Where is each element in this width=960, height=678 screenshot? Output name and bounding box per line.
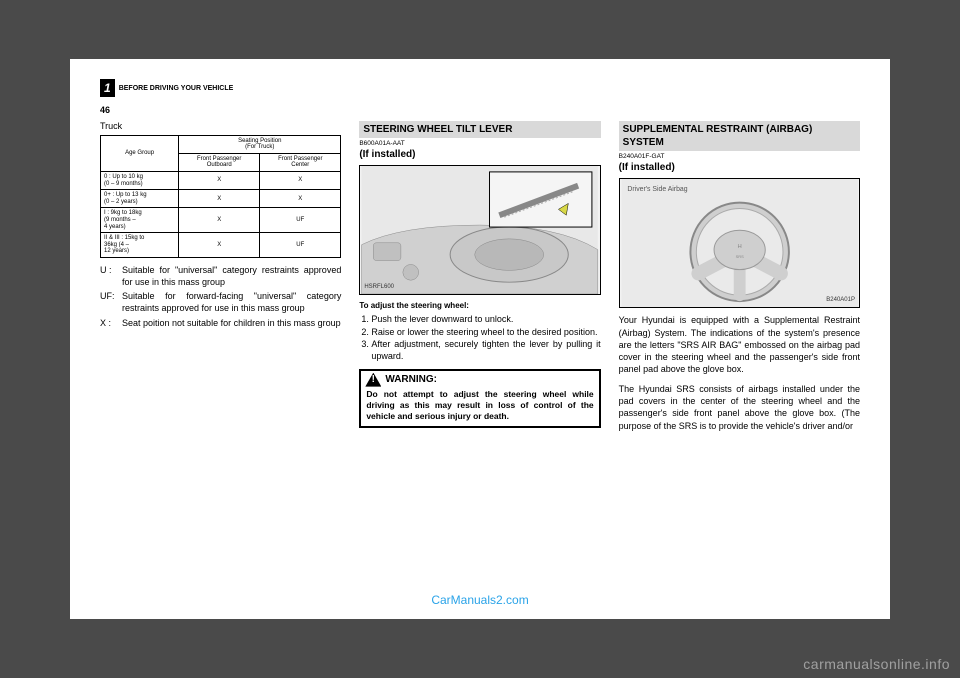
truck-label: Truck (100, 121, 341, 133)
th-seating: Seating Position (For Truck) (179, 135, 341, 153)
body-paragraph: Your Hyundai is equipped with a Suppleme… (619, 314, 860, 375)
page-number: 46 (100, 105, 860, 115)
table-row: II & III : 15kg to 36kg (4 – 12 years) X… (101, 233, 341, 258)
section-code: B240A01F-GAT (619, 153, 860, 161)
section-code: B600A01A-AAT (359, 140, 600, 148)
chapter-number: 1 (100, 79, 115, 97)
step-item: After adjustment, securely tighten the l… (371, 339, 600, 362)
svg-text:SRS: SRS (735, 254, 743, 259)
age-group-table: Age Group Seating Position (For Truck) F… (100, 135, 341, 258)
instruction-steps: Push the lever downward to unlock. Raise… (359, 314, 600, 363)
warning-header: ! WARNING: (361, 371, 598, 387)
column-layout: Truck Age Group Seating Position (For Tr… (100, 121, 860, 440)
manual-page: 1 BEFORE DRIVING YOUR VEHICLE 46 Truck A… (70, 59, 890, 619)
table-row: 0+ : Up to 13 kg (0 – 2 years) X X (101, 190, 341, 208)
warning-box: ! WARNING: Do not attempt to adjust the … (359, 369, 600, 428)
th-center: Front Passenger Center (260, 153, 341, 171)
warning-body: Do not attempt to adjust the steering wh… (361, 387, 598, 426)
body-paragraph: The Hyundai SRS consists of airbags inst… (619, 383, 860, 432)
table-row: I : 9kg to 18kg (9 months – 4 years) X U… (101, 208, 341, 233)
figure-caption: Driver's Side Airbag (627, 186, 687, 193)
if-installed-label: (If installed) (619, 161, 860, 174)
watermark-carmanualsonline: carmanualsonline.info (803, 656, 950, 672)
table-legend: U : Suitable for "universal" category re… (100, 264, 341, 329)
column-2: STEERING WHEEL TILT LEVER B600A01A-AAT (… (359, 121, 600, 440)
warning-title: WARNING: (385, 373, 437, 386)
column-3: SUPPLEMENTAL RESTRAINT (AIRBAG) SYSTEM B… (619, 121, 860, 440)
legend-item: UF: Suitable for forward-facing "univers… (100, 290, 341, 314)
table-row: 0 : Up to 10 kg (0 – 9 months) X X (101, 172, 341, 190)
warning-triangle-icon: ! (365, 373, 381, 387)
if-installed-label: (If installed) (359, 148, 600, 161)
section-title-airbag: SUPPLEMENTAL RESTRAINT (AIRBAG) SYSTEM (619, 121, 860, 151)
step-item: Raise or lower the steering wheel to the… (371, 327, 600, 339)
section-title-steering: STEERING WHEEL TILT LEVER (359, 121, 600, 138)
step-item: Push the lever downward to unlock. (371, 314, 600, 326)
chapter-title: BEFORE DRIVING YOUR VEHICLE (115, 79, 234, 97)
svg-text:H: H (737, 244, 741, 250)
airbag-figure: Driver's Side Airbag H SRS B240A01P (619, 178, 860, 308)
chapter-header: 1 BEFORE DRIVING YOUR VEHICLE (100, 79, 860, 97)
legend-item: X : Seat poition not suitable for childr… (100, 317, 341, 329)
figure-label: HSRFL600 (364, 284, 394, 292)
watermark-carmanuals2: CarManuals2.com (431, 593, 528, 607)
th-age-group: Age Group (101, 135, 179, 171)
figure-label: B240A01P (826, 297, 855, 305)
legend-item: U : Suitable for "universal" category re… (100, 264, 341, 288)
steering-figure: HSRFL600 (359, 165, 600, 295)
column-1: Truck Age Group Seating Position (For Tr… (100, 121, 341, 440)
instruction-title: To adjust the steering wheel: (359, 301, 600, 311)
th-outboard: Front Passenger Outboard (179, 153, 260, 171)
